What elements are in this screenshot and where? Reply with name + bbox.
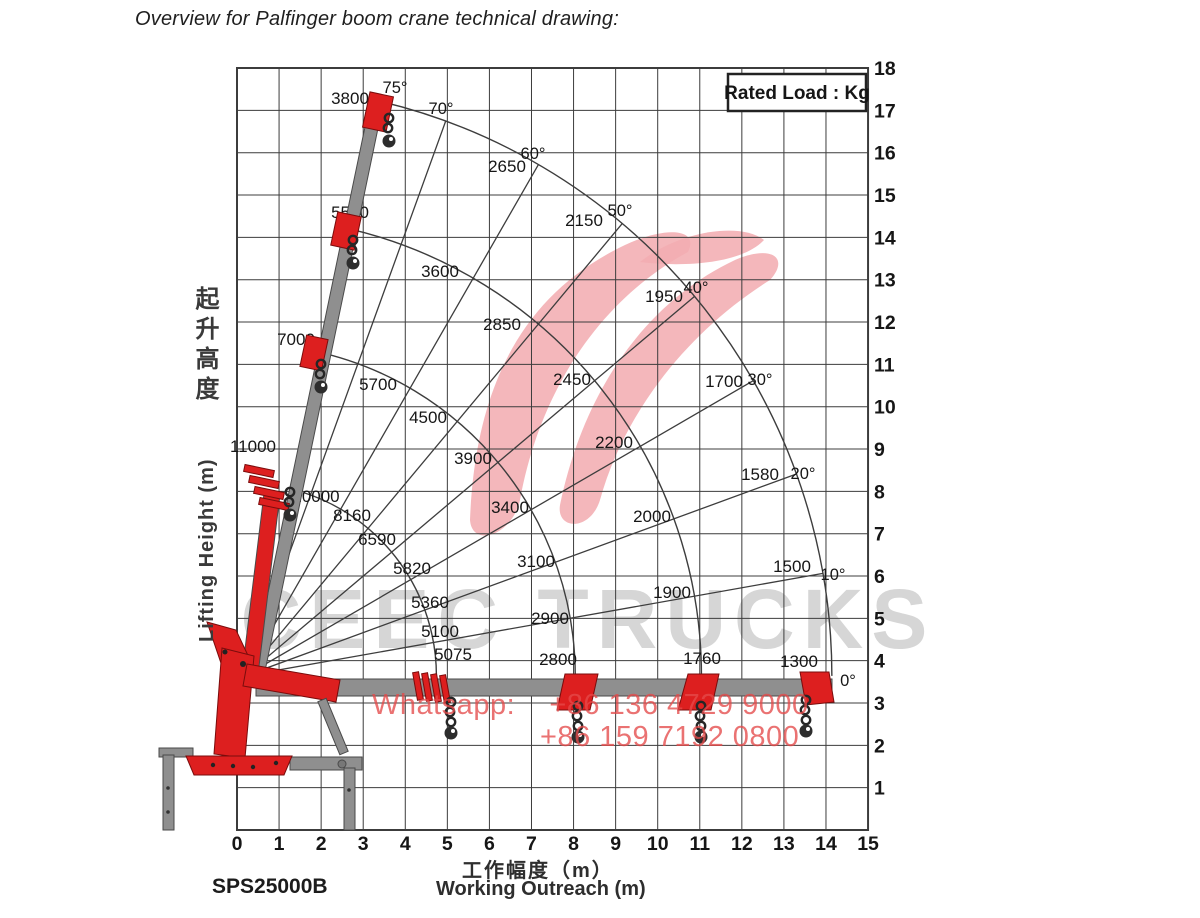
load-label-2000: 2000 [633, 507, 671, 526]
load-label-3800: 3800 [331, 89, 369, 108]
load-label-5700: 5700 [359, 375, 397, 394]
y-tick-16: 16 [874, 143, 896, 165]
angle-label-30: 30° [748, 371, 773, 389]
boom-angle-lines [244, 120, 824, 677]
y-tick-17: 17 [874, 100, 896, 122]
load-label-1950: 1950 [645, 287, 683, 306]
rated-load-box: Rated Load : Kg [724, 72, 870, 113]
angle-label-50: 50° [608, 202, 633, 220]
load-label-3600: 3600 [421, 262, 459, 281]
y-axis-label-chinese: 起升高度 [191, 286, 218, 406]
load-label-6590: 6590 [358, 530, 396, 549]
watermark-whatsapp-line2: +86 159 7192 0800 [540, 721, 800, 753]
y-tick-4: 4 [874, 651, 885, 673]
load-label-1300: 1300 [780, 652, 818, 671]
x-tick-9: 9 [610, 833, 621, 855]
angle-label-60: 60° [521, 145, 546, 163]
angle-labels: 75° 70° 60° 50° 40° 30° 20° 10° 0° [383, 79, 856, 690]
y-axis-label-english: Lifting Height (m) [196, 458, 218, 642]
load-label-2150: 2150 [565, 211, 603, 230]
load-label-1900: 1900 [653, 583, 691, 602]
x-tick-0: 0 [232, 833, 243, 855]
angle-label-20: 20° [791, 465, 816, 483]
load-label-5360: 5360 [411, 593, 449, 612]
x-tick-7: 7 [526, 833, 537, 855]
load-label-1760: 1760 [683, 649, 721, 668]
angle-label-75: 75° [383, 79, 408, 97]
load-label-2650: 2650 [488, 157, 526, 176]
load-label-1700: 1700 [705, 372, 743, 391]
x-tick-1: 1 [274, 833, 285, 855]
y-tick-8: 8 [874, 481, 885, 503]
watermark-brand-text: CEEC TRUCKS [241, 572, 936, 666]
load-label-2200: 2200 [595, 433, 633, 452]
x-tick-11: 11 [689, 833, 710, 855]
load-label-5075: 5075 [434, 645, 472, 664]
x-tick-10: 10 [647, 833, 669, 855]
load-label-3900: 3900 [454, 449, 492, 468]
watermark-brand: CEEC TRUCKS [241, 572, 936, 666]
y-tick-15: 15 [874, 185, 896, 207]
x-tick-15: 15 [857, 833, 879, 855]
angle-label-0: 0° [840, 672, 856, 690]
watermark-logo [470, 230, 779, 536]
x-tick-5: 5 [442, 833, 453, 855]
angle-label-10: 10° [821, 566, 846, 584]
load-label-11000: 11000 [230, 437, 276, 456]
model-number: SPS25000B [212, 875, 328, 898]
y-tick-13: 13 [874, 270, 896, 292]
load-label-3100: 3100 [517, 552, 555, 571]
crane-drawing [158, 91, 835, 831]
page-title: Overview for Palfinger boom crane techni… [135, 8, 619, 30]
rated-load-label: Rated Load : Kg [724, 83, 870, 104]
x-tick-12: 12 [731, 833, 753, 855]
y-tick-9: 9 [874, 439, 885, 461]
angle-label-40: 40° [684, 279, 709, 297]
load-label-3400: 3400 [491, 498, 529, 517]
x-axis-label-chinese: 工作幅度（m） [462, 860, 614, 882]
y-tick-14: 14 [874, 227, 896, 249]
y-tick-7: 7 [874, 524, 885, 546]
load-label-4500: 4500 [409, 408, 447, 427]
y-tick-10: 10 [874, 397, 896, 419]
x-tick-2: 2 [316, 833, 327, 855]
load-label-2800: 2800 [539, 650, 577, 669]
x-axis-label-english: Working Outreach (m) [436, 878, 646, 900]
y-tick-5: 5 [874, 608, 885, 630]
angle-label-70: 70° [429, 100, 454, 118]
x-tick-6: 6 [484, 833, 495, 855]
y-tick-1: 1 [874, 778, 885, 800]
load-label-1580: 1580 [741, 465, 779, 484]
y-tick-3: 3 [874, 693, 885, 715]
y-tick-11: 11 [874, 354, 895, 376]
load-label-5100: 5100 [421, 622, 459, 641]
x-tick-4: 4 [400, 833, 411, 855]
load-label-2850: 2850 [483, 315, 521, 334]
x-tick-8: 8 [568, 833, 579, 855]
watermark-whatsapp-line1: Whatsapp: +86 136 4729 9000 [372, 689, 809, 721]
y-tick-2: 2 [874, 735, 885, 757]
y-tick-12: 12 [874, 312, 896, 334]
load-label-10000: 10000 [292, 487, 339, 506]
load-label-1500: 1500 [773, 557, 811, 576]
load-label-8160: 8160 [333, 506, 371, 525]
y-tick-6: 6 [874, 566, 885, 588]
load-label-5820: 5820 [393, 559, 431, 578]
extension-arcs [303, 99, 833, 676]
x-tick-3: 3 [358, 833, 369, 855]
x-tick-13: 13 [773, 833, 795, 855]
x-tick-14: 14 [815, 833, 837, 855]
load-label-2450: 2450 [553, 370, 591, 389]
load-label-2900: 2900 [531, 609, 569, 628]
y-tick-18: 18 [874, 58, 896, 80]
